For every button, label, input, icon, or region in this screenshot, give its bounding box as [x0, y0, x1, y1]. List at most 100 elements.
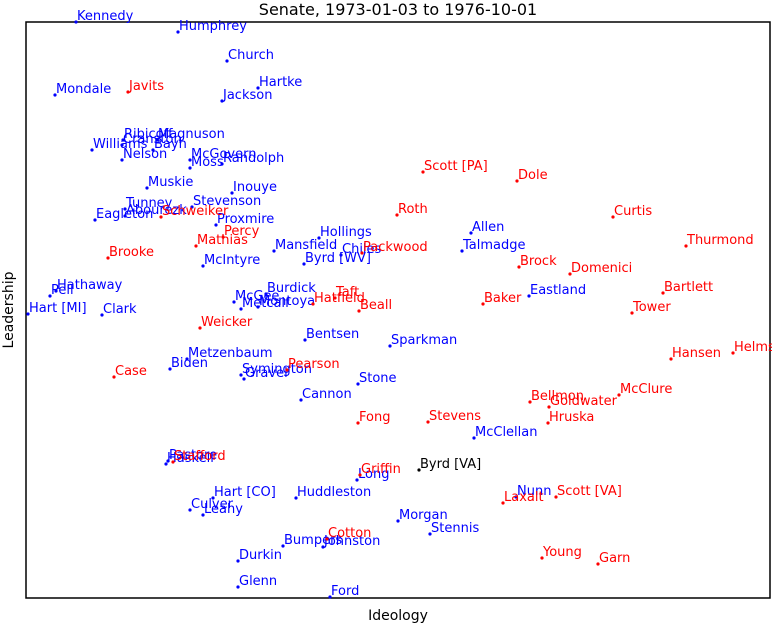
- point-label: Case: [115, 364, 147, 379]
- point: [256, 86, 260, 90]
- point: [684, 244, 688, 248]
- point-label: Byrd [VA]: [420, 457, 481, 472]
- point: [630, 311, 634, 315]
- point: [239, 373, 243, 377]
- point-label: Stevenson: [193, 194, 261, 209]
- point-label: Montoya: [259, 294, 315, 309]
- point: [48, 294, 52, 298]
- point-label: Symington: [242, 362, 312, 377]
- point-label: Stevens: [429, 409, 481, 424]
- point: [145, 186, 149, 190]
- point-label: Fong: [359, 410, 390, 425]
- point: [106, 256, 110, 260]
- point: [90, 148, 94, 152]
- point: [220, 99, 224, 103]
- point-label: Burdick: [267, 281, 316, 296]
- point: [546, 421, 550, 425]
- point: [294, 496, 298, 500]
- point-label: Schweiker: [162, 204, 229, 219]
- plot-frame: [25, 21, 771, 599]
- point-label: Chiles: [342, 242, 382, 257]
- point: [123, 207, 127, 211]
- point: [321, 545, 325, 549]
- point: [611, 215, 615, 219]
- point: [357, 309, 361, 313]
- point: [517, 265, 521, 269]
- point-label: Kennedy: [77, 9, 134, 24]
- point: [302, 262, 306, 266]
- point-label: Bellmon: [531, 389, 584, 404]
- point: [194, 244, 198, 248]
- point-label: Williams: [93, 137, 148, 152]
- point-label: Eastland: [530, 283, 586, 298]
- point-label: Church: [228, 48, 274, 63]
- point: [236, 585, 240, 589]
- point: [256, 305, 260, 309]
- point: [317, 236, 321, 240]
- point: [171, 460, 175, 464]
- point: [120, 143, 124, 147]
- point: [731, 351, 735, 355]
- point-label: Magnuson: [158, 127, 225, 142]
- point-label: Long: [358, 467, 389, 482]
- point-label: Abourezk: [126, 203, 187, 218]
- point-label: Hruska: [549, 410, 594, 425]
- point-label: Metzenbaum: [188, 346, 273, 361]
- point: [176, 30, 180, 34]
- point-label: Packwood: [363, 240, 428, 255]
- point: [155, 138, 159, 142]
- point-label: Hatfield: [314, 291, 365, 306]
- point: [220, 162, 224, 166]
- x-axis-label: Ideology: [368, 608, 428, 624]
- point: [188, 508, 192, 512]
- point-label: Pell: [51, 283, 74, 298]
- point: [469, 231, 473, 235]
- point-label: Pearson: [288, 357, 340, 372]
- point-label: Morgan: [399, 508, 448, 523]
- point-label: Clark: [103, 302, 137, 317]
- point-label: Brock: [520, 254, 557, 269]
- point: [426, 420, 430, 424]
- point: [54, 289, 58, 293]
- point-label: Haskell: [167, 451, 214, 466]
- point-label: Inouye: [233, 180, 277, 195]
- point-label: Mondale: [56, 82, 111, 97]
- point-label: Cranston: [123, 132, 182, 147]
- point-label: Nunn: [517, 484, 551, 499]
- point: [669, 357, 673, 361]
- point: [151, 148, 155, 152]
- point: [159, 215, 163, 219]
- point-label: Javits: [128, 79, 164, 94]
- point-label: Ribicoff: [124, 127, 174, 142]
- point: [501, 501, 505, 505]
- point-label: Humphrey: [179, 19, 247, 34]
- point: [528, 400, 532, 404]
- point: [303, 338, 307, 342]
- point: [360, 251, 364, 255]
- point-label: Muskie: [148, 175, 193, 190]
- point: [211, 496, 215, 500]
- point-label: Helms: [734, 340, 772, 355]
- point: [554, 495, 558, 499]
- point-label: Stafford: [174, 449, 226, 464]
- point-label: Proxmire: [217, 212, 274, 227]
- point-label: Bentsen: [306, 327, 359, 342]
- point-label: Roth: [398, 202, 428, 217]
- point-label: Randolph: [223, 151, 284, 166]
- point: [540, 556, 544, 560]
- point: [201, 264, 205, 268]
- point-label: Bartlett: [664, 280, 713, 295]
- point: [230, 191, 234, 195]
- point-label: Scott [PA]: [424, 159, 488, 174]
- point: [339, 253, 343, 257]
- point: [239, 307, 243, 311]
- point-label: Leahy: [204, 502, 243, 517]
- point: [396, 519, 400, 523]
- point: [421, 170, 425, 174]
- point-label: Hansen: [672, 346, 721, 361]
- point: [214, 223, 218, 227]
- point-label: Johnston: [323, 534, 380, 549]
- point: [299, 398, 303, 402]
- point: [126, 90, 130, 94]
